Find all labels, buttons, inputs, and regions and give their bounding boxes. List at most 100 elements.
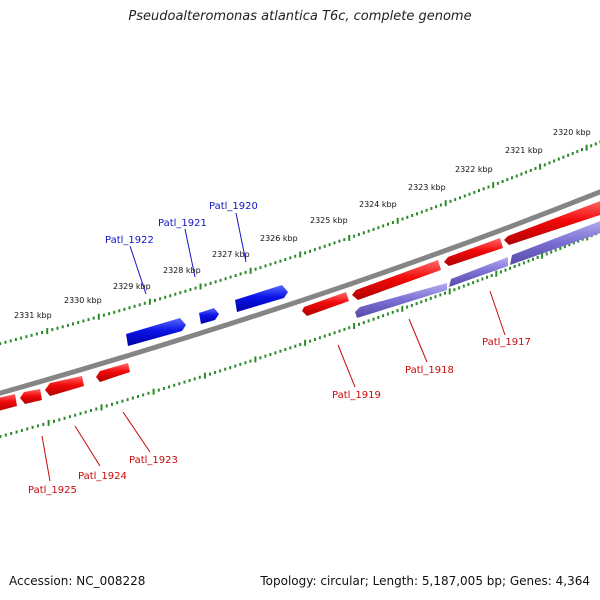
gene-arrow-patl-1916[interactable] [504, 200, 600, 245]
tick-dot [358, 322, 360, 326]
tick-dot [501, 180, 504, 183]
tick-dot [95, 407, 98, 411]
gene-arrow-patl-1917[interactable] [444, 238, 503, 266]
tick-dot [333, 241, 336, 245]
tick-dot [148, 298, 151, 305]
tick-dot [111, 402, 113, 406]
gene-label-patl-1917[interactable]: Patl_1917 [482, 337, 531, 348]
tick-dot [173, 383, 176, 387]
tick-label: 2331 kbp [14, 311, 52, 320]
tick-dot [377, 226, 380, 230]
gene-label-patl-1925[interactable]: Patl_1925 [28, 485, 77, 496]
tick-dot [143, 301, 146, 305]
gene-label-patl-1923[interactable]: Patl_1923 [129, 455, 178, 466]
tick-dot [362, 321, 365, 325]
tick-dot [164, 295, 167, 299]
tick-dot [386, 312, 389, 316]
tick-dot [541, 252, 544, 259]
tick-dot [105, 404, 108, 408]
tick-dot [448, 288, 451, 295]
tick-dot [126, 398, 129, 402]
gene-arrow-patl-1916-shadow[interactable] [510, 220, 600, 265]
tick-marks [0, 140, 600, 438]
tick-dot [284, 348, 287, 351]
gene-label-patl-1922[interactable]: Patl_1922 [105, 235, 154, 246]
tick-dot [100, 404, 103, 411]
gene-arrow-patl-1918[interactable] [352, 260, 441, 300]
tick-dot [391, 221, 394, 224]
tick-dot [416, 212, 418, 216]
tick-dot [495, 270, 498, 277]
tick-dot [249, 359, 252, 363]
tick-dot [66, 323, 69, 327]
gene-arrow-patl-1923[interactable] [96, 363, 130, 382]
genome-summary-text: Topology: circular; Length: 5,187,005 bp… [260, 574, 590, 588]
tick-dot [420, 210, 423, 214]
gene-arrow-patl-1922[interactable] [126, 318, 186, 346]
gene-arrow-patl-1919[interactable] [302, 292, 349, 316]
gene-arrow-patl-1917-shadow[interactable] [449, 257, 508, 287]
tick-dot [410, 303, 413, 307]
tick-dot [444, 200, 447, 207]
tick-dot [14, 338, 17, 341]
tick-dot [47, 419, 50, 426]
tick-dot [123, 307, 126, 311]
tick-dot [90, 409, 92, 412]
tick-labels: 2320 kbp 2321 kbp 2322 kbp 2323 kbp 2324… [14, 128, 591, 320]
tick-dot [46, 328, 49, 335]
gene-label-patl-1919[interactable]: Patl_1919 [332, 390, 381, 401]
tick-dot [84, 410, 87, 414]
gene-label-patl-1918[interactable]: Patl_1918 [405, 365, 454, 376]
tick-dot [77, 321, 80, 324]
tick-dot [68, 415, 71, 419]
gene-arrow-patl-1925[interactable] [20, 389, 42, 404]
tick-dot [453, 288, 456, 292]
tick-dot [184, 289, 187, 293]
tick-dot [343, 327, 346, 331]
tick-dot [15, 430, 18, 434]
gene-label-patl-1924[interactable]: Patl_1924 [78, 471, 127, 482]
tick-dot [532, 257, 534, 261]
tick-dot [513, 265, 516, 268]
genome-backbone [0, 189, 600, 396]
tick-dot [25, 335, 28, 339]
tick-dot [113, 310, 116, 314]
tick-dot [74, 413, 77, 417]
tick-dot [396, 309, 399, 313]
tick-dot [318, 246, 321, 250]
tick-dot [391, 310, 394, 314]
tick-dot [511, 176, 513, 180]
gene-arrow-patl-1920[interactable] [235, 285, 288, 312]
tick-dot [444, 291, 446, 295]
tick-dot [462, 284, 465, 288]
tick-dot [401, 217, 404, 221]
gene-arrow-patl-1921[interactable] [199, 308, 219, 324]
tick-dot [63, 416, 66, 420]
tick-dot [264, 354, 267, 358]
tick-dot [219, 369, 222, 373]
gene-label-patl-1920[interactable]: Patl_1920 [209, 201, 258, 212]
tick-dot [162, 387, 165, 390]
tick-dot [559, 246, 562, 250]
tick-dot [304, 339, 307, 346]
tick-label: 2323 kbp [408, 183, 446, 192]
tick-dot [585, 144, 588, 151]
tick-dot [234, 364, 237, 368]
tick-dot [529, 168, 532, 172]
tick-dot [429, 296, 432, 300]
tick-label: 2330 kbp [64, 296, 102, 305]
gene-label-patl-1921[interactable]: Patl_1921 [158, 218, 207, 229]
tick-dot [467, 282, 470, 286]
tick-dot [10, 432, 13, 435]
gene-arrow-patl-1918-shadow[interactable] [355, 283, 447, 318]
tick-dot [472, 281, 475, 285]
tick-dot [79, 412, 82, 416]
gene-arrow-patl-1924[interactable] [45, 376, 84, 396]
tick-dot [387, 222, 389, 226]
gene-arrow-patl-1926[interactable] [0, 394, 17, 411]
tick-dot [58, 418, 61, 422]
tick-dot [0, 435, 2, 438]
tick-label: 2326 kbp [260, 234, 298, 243]
tick-dot [102, 313, 105, 317]
